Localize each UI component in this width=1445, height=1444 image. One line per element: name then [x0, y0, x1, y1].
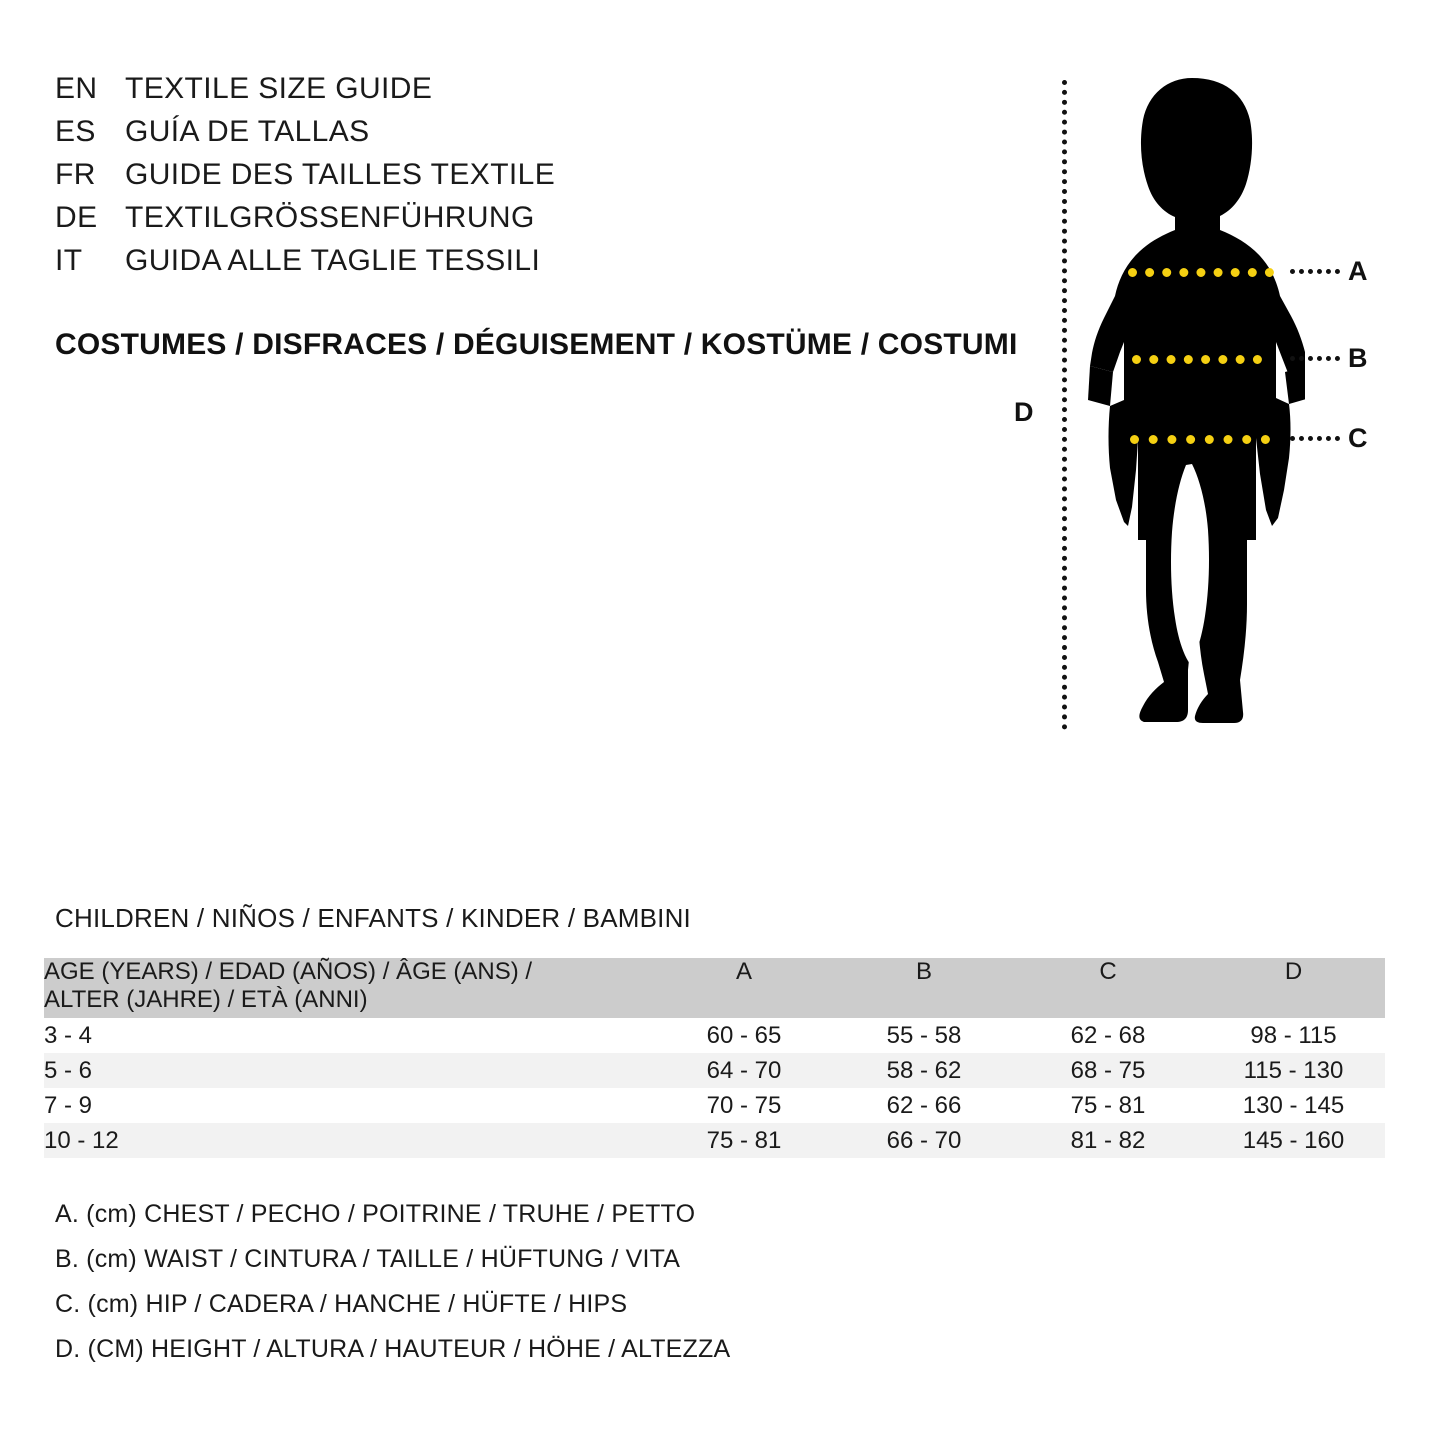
cell-chest: 60 - 65 — [706, 1021, 782, 1049]
language-code-fr: FR — [55, 158, 96, 191]
table-header-row: AGE (YEARS) / EDAD (AÑOS) / ÂGE (ANS) / … — [44, 958, 1385, 1018]
language-title-es: GUÍA DE TALLAS — [125, 115, 370, 148]
language-row-es: ES GUÍA DE TALLAS — [55, 115, 955, 158]
waist-leader-line-icon — [1290, 356, 1340, 361]
cell-age: 10 - 12 — [44, 1126, 119, 1154]
language-code-en: EN — [55, 72, 98, 105]
language-title-de: TEXTILGRÖSSENFÜHRUNG — [125, 201, 535, 234]
language-row-de: DE TEXTILGRÖSSENFÜHRUNG — [55, 201, 955, 244]
chest-leader-line-icon — [1290, 269, 1340, 274]
cell-waist: 62 - 66 — [886, 1091, 962, 1119]
language-header-list: EN TEXTILE SIZE GUIDE ES GUÍA DE TALLAS … — [55, 72, 955, 287]
cell-hip: 62 - 68 — [1070, 1021, 1146, 1049]
cell-height: 115 - 130 — [1243, 1056, 1344, 1084]
column-header-d: D — [1284, 958, 1303, 985]
measurement-figure: D A B C — [1000, 60, 1420, 740]
size-table-body: 3 - 4 60 - 65 55 - 58 62 - 68 98 - 115 5… — [44, 1018, 1385, 1158]
cell-age: 3 - 4 — [44, 1021, 93, 1049]
cell-height: 145 - 160 — [1242, 1126, 1345, 1154]
table-row: 10 - 12 75 - 81 66 - 70 81 - 82 145 - 16… — [44, 1123, 1385, 1158]
cell-waist: 58 - 62 — [886, 1056, 962, 1084]
legend-item-b: B. (cm) WAIST / CINTURA / TAILLE / HÜFTU… — [55, 1245, 681, 1273]
hip-leader-line-icon — [1290, 436, 1340, 441]
legend-item-c: C. (cm) HIP / CADERA / HANCHE / HÜFTE / … — [55, 1290, 628, 1318]
language-row-en: EN TEXTILE SIZE GUIDE — [55, 72, 955, 115]
column-header-age: AGE (YEARS) / EDAD (AÑOS) / ÂGE (ANS) / … — [44, 958, 533, 1013]
column-header-c: C — [1099, 958, 1117, 985]
waist-measurement-line-icon — [1132, 355, 1262, 364]
costumes-subtitle: COSTUMES / DISFRACES / DÉGUISEMENT / KOS… — [55, 328, 1018, 361]
chest-measurement-line-icon — [1128, 268, 1274, 277]
language-code-es: ES — [55, 115, 96, 148]
table-row: 7 - 9 70 - 75 62 - 66 75 - 81 130 - 145 — [44, 1088, 1385, 1123]
column-header-a: A — [735, 958, 752, 985]
cell-height: 130 - 145 — [1242, 1091, 1345, 1119]
cell-waist: 66 - 70 — [886, 1126, 962, 1154]
cell-hip: 68 - 75 — [1070, 1056, 1146, 1084]
language-title-fr: GUIDE DES TAILLES TEXTILE — [125, 158, 556, 191]
cell-age: 5 - 6 — [44, 1056, 93, 1084]
measurement-label-b: B — [1348, 343, 1368, 373]
table-row: 3 - 4 60 - 65 55 - 58 62 - 68 98 - 115 — [44, 1018, 1385, 1053]
legend-item-d: D. (CM) HEIGHT / ALTURA / HAUTEUR / HÖHE… — [55, 1335, 731, 1363]
language-title-en: TEXTILE SIZE GUIDE — [125, 72, 433, 105]
cell-height: 98 - 115 — [1250, 1021, 1337, 1049]
measurement-legend: A. (cm) CHEST / PECHO / POITRINE / TRUHE… — [55, 1200, 730, 1380]
language-code-it: IT — [55, 244, 83, 277]
cell-hip: 81 - 82 — [1070, 1126, 1146, 1154]
legend-item-a: A. (cm) CHEST / PECHO / POITRINE / TRUHE… — [55, 1200, 696, 1228]
cell-chest: 64 - 70 — [706, 1056, 782, 1084]
measurement-label-a: A — [1348, 256, 1368, 286]
column-header-b: B — [915, 958, 932, 985]
hip-measurement-line-icon — [1130, 435, 1270, 444]
cell-chest: 75 - 81 — [706, 1126, 782, 1154]
measurement-label-c: C — [1348, 423, 1368, 453]
table-row: 5 - 6 64 - 70 58 - 62 68 - 75 115 - 130 — [44, 1053, 1385, 1088]
measurement-label-d: D — [1014, 397, 1034, 427]
language-title-it: GUIDA ALLE TAGLIE TESSILI — [125, 244, 541, 277]
cell-waist: 55 - 58 — [886, 1021, 962, 1049]
language-row-it: IT GUIDA ALLE TAGLIE TESSILI — [55, 244, 955, 287]
language-row-fr: FR GUIDE DES TAILLES TEXTILE — [55, 158, 955, 201]
child-silhouette-icon — [1080, 78, 1305, 723]
cell-hip: 75 - 81 — [1070, 1091, 1146, 1119]
language-code-de: DE — [55, 201, 98, 234]
height-reference-line-icon — [1062, 80, 1067, 730]
cell-age: 7 - 9 — [44, 1091, 93, 1119]
cell-chest: 70 - 75 — [706, 1091, 782, 1119]
size-table-header: AGE (YEARS) / EDAD (AÑOS) / ÂGE (ANS) / … — [44, 958, 1385, 1018]
size-table: AGE (YEARS) / EDAD (AÑOS) / ÂGE (ANS) / … — [44, 958, 1385, 1158]
children-section-heading: CHILDREN / NIÑOS / ENFANTS / KINDER / BA… — [55, 903, 691, 933]
